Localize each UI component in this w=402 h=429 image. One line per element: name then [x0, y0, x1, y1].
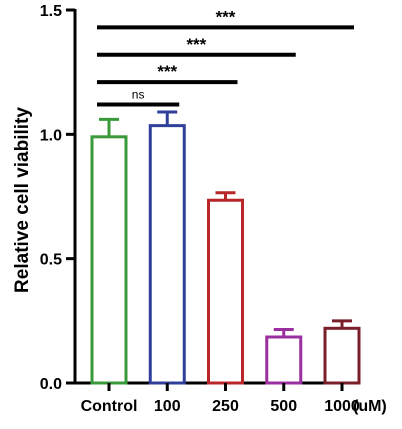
significance-label-1: ns	[132, 87, 145, 101]
y-tick-label: 0.5	[40, 252, 62, 269]
x-tick-label-100: 100	[154, 398, 181, 415]
y-axis-label: Relative cell viability	[12, 107, 33, 293]
bar-250	[207, 198, 244, 385]
y-tick-label: 0.0	[40, 376, 62, 393]
y-tick-label: 1.0	[40, 127, 62, 144]
x-axis-unit-label: (uM)	[353, 398, 387, 415]
x-tick-label-250: 250	[212, 398, 239, 415]
bar-1000	[323, 326, 361, 385]
bar-100	[148, 124, 186, 385]
bar-control	[90, 135, 128, 385]
x-tick-label-1000: 1000	[324, 398, 360, 415]
significance-label-3: ***	[186, 35, 206, 54]
significance-label-2: ***	[157, 62, 177, 81]
bar-500	[265, 335, 303, 385]
x-tick-label-control: Control	[81, 398, 138, 415]
significance-label-4: ***	[216, 7, 236, 26]
y-tick-label: 1.5	[40, 3, 62, 20]
x-tick-label-500: 500	[270, 398, 297, 415]
